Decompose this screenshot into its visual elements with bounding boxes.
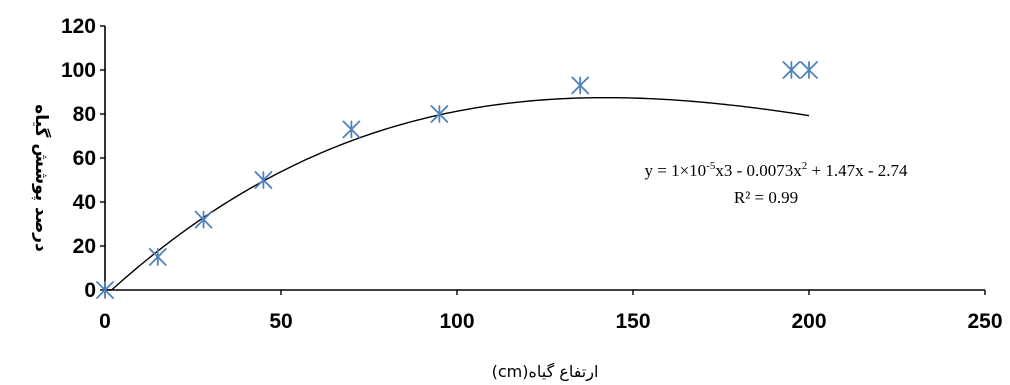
data-point xyxy=(148,248,167,266)
x-tick-label: 250 xyxy=(967,310,1002,333)
x-axis-label: ارتفاع گیاه(cm) xyxy=(492,362,599,382)
x-tick-label: 200 xyxy=(791,310,826,333)
x-tick-label: 150 xyxy=(615,310,650,333)
x-tick-label: 0 xyxy=(99,310,111,333)
data-point xyxy=(430,105,449,123)
y-tick-label: 20 xyxy=(73,235,96,258)
axes xyxy=(100,25,986,295)
data-point xyxy=(342,120,361,139)
y-tick-labels: 0 20 40 60 80 100 120 xyxy=(61,15,96,302)
trendline xyxy=(105,96,810,291)
data-point xyxy=(571,76,590,95)
y-tick-label: 100 xyxy=(61,59,96,82)
y-tick-label: 80 xyxy=(73,103,96,126)
data-point xyxy=(96,281,114,299)
data-point xyxy=(782,61,801,79)
data-point xyxy=(254,171,273,189)
y-tick-label: 40 xyxy=(73,191,96,214)
data-points xyxy=(96,61,818,299)
y-tick-label: 120 xyxy=(61,15,96,38)
y-tick-label: 60 xyxy=(73,147,96,170)
equation-label: y = 1×10-5x3 - 0.0073x2 + 1.47x - 2.74 xyxy=(644,160,908,180)
r-squared-label: R² = 0.99 xyxy=(734,188,798,207)
data-point xyxy=(800,61,818,79)
y-axis-label: درصد پوشش گیاه xyxy=(31,104,52,252)
y-tick-label: 0 xyxy=(84,279,96,302)
data-point xyxy=(194,210,213,229)
x-tick-label: 100 xyxy=(439,310,474,333)
x-tick-label: 50 xyxy=(269,310,292,333)
x-tick-labels: 0 50 100 150 200 250 xyxy=(99,310,1002,333)
